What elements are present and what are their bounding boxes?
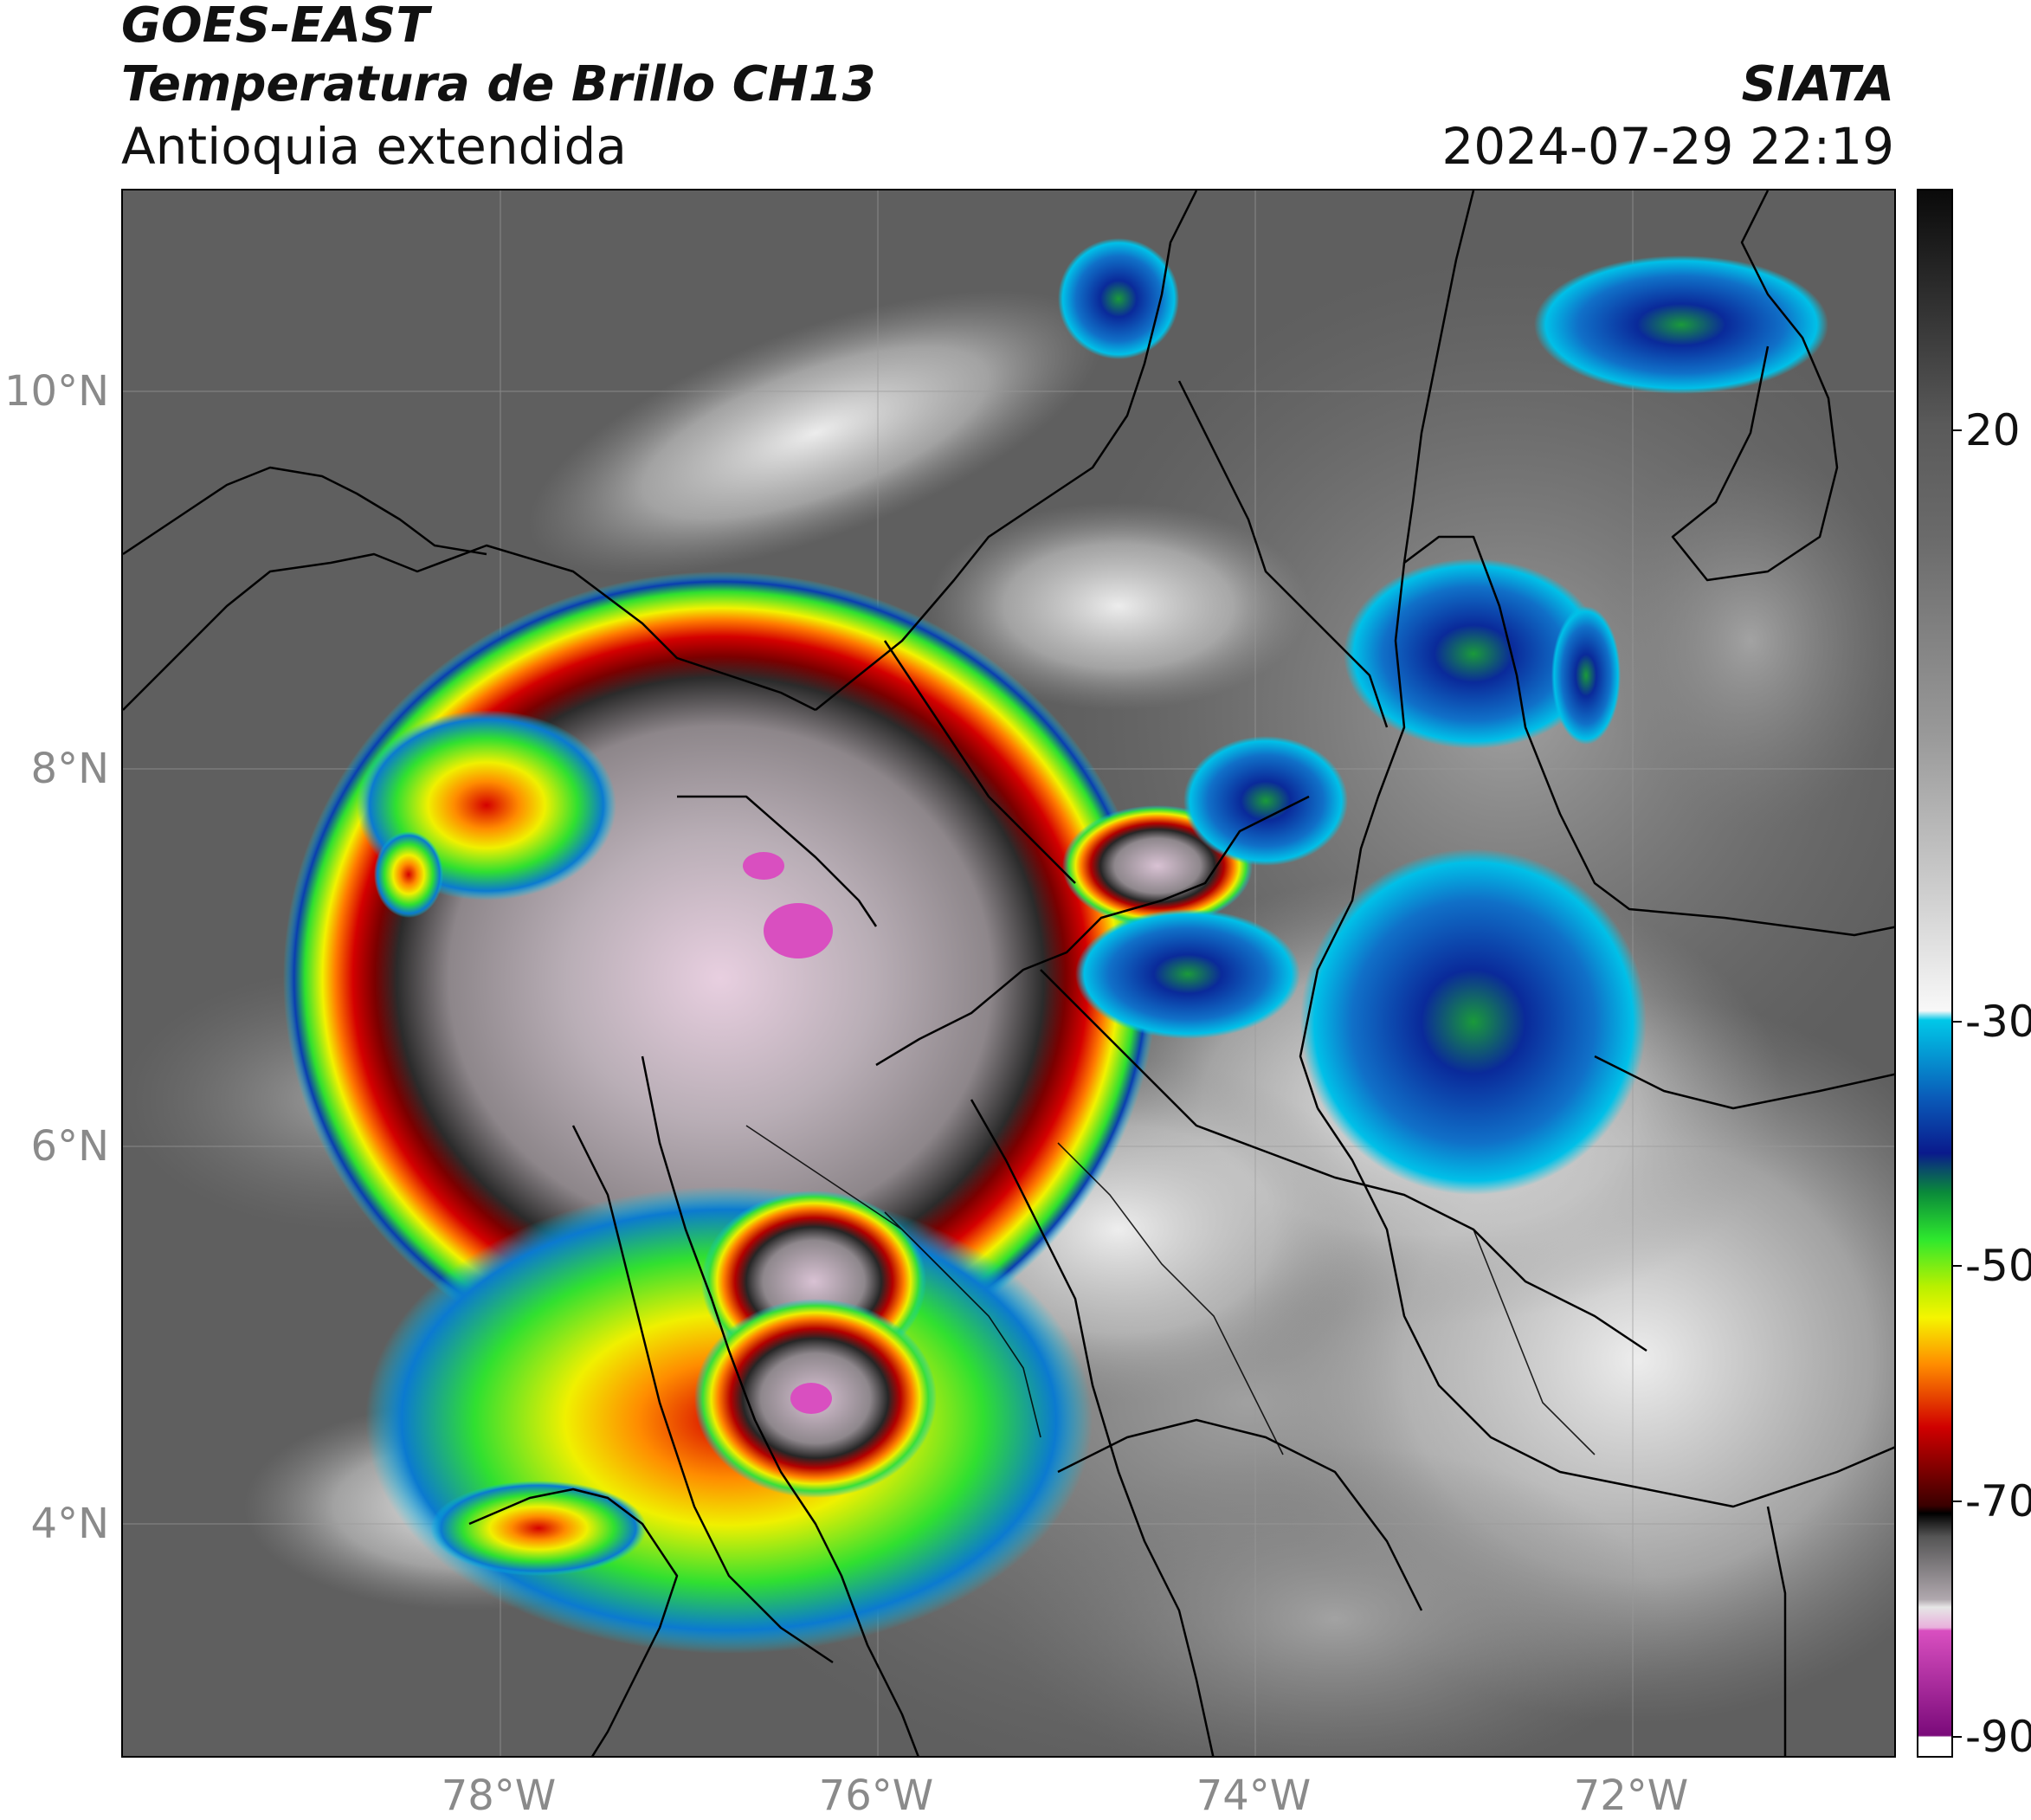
colorbar-label-minus30: -30: [1965, 997, 2031, 1047]
colorbar-tick: [1953, 429, 1962, 431]
lon-label-72W: 72°W: [1573, 1772, 1689, 1820]
lat-label-8N: 8°N: [30, 745, 109, 793]
lat-label-10N: 10°N: [4, 367, 109, 416]
temperature-colorbar: [1917, 189, 1953, 1758]
datetime-label: 2024-07-29 22:19: [1441, 117, 1894, 176]
lon-label-76W: 76°W: [818, 1772, 934, 1820]
colorbar-label-20: 20: [1965, 405, 2021, 455]
institution-label: SIATA: [1741, 56, 1894, 113]
colorbar-label-minus50: -50: [1965, 1241, 2031, 1291]
colorbar-label-minus90: -90: [1965, 1712, 2031, 1762]
lat-label-4N: 4°N: [30, 1500, 109, 1548]
colorbar-tick: [1953, 1021, 1962, 1023]
colorbar-tick: [1953, 1501, 1962, 1502]
lon-label-74W: 74°W: [1196, 1772, 1312, 1820]
lon-label-78W: 78°W: [441, 1772, 557, 1820]
map-panel: [121, 189, 1896, 1758]
lat-label-6N: 6°N: [30, 1122, 109, 1171]
region-subtitle: Antioquia extendida: [121, 117, 627, 176]
satellite-map-icon: [123, 190, 1894, 1756]
product-title: Temperatura de Brillo CH13: [121, 56, 876, 113]
colorbar-label-minus70: -70: [1965, 1476, 2031, 1526]
colorbar-tick: [1953, 1736, 1962, 1738]
satellite-title: GOES-EAST: [121, 0, 429, 54]
colorbar-tick: [1953, 1265, 1962, 1267]
